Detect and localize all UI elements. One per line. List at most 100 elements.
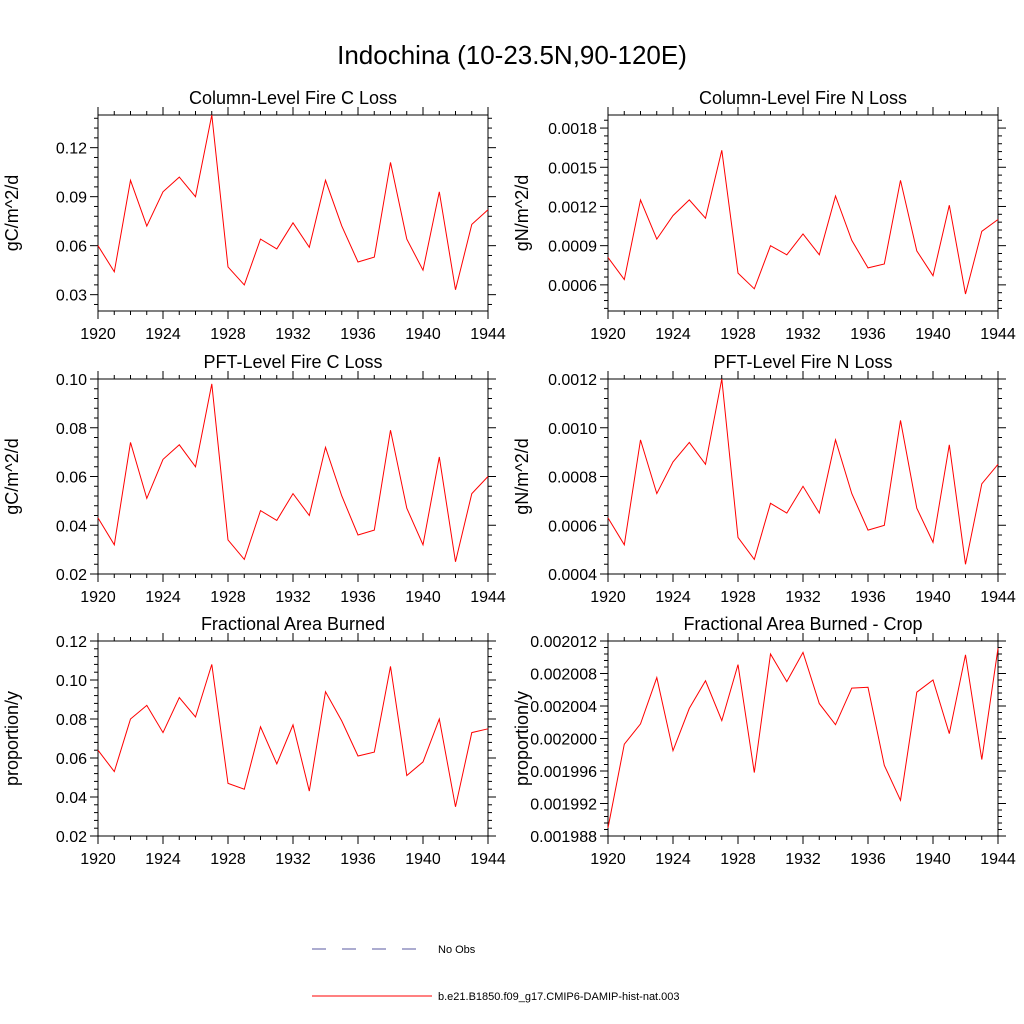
panel-area-burned: Fractional Area Burned proportion/y 1920… — [2, 614, 506, 868]
y-tick-label: 0.001988 — [530, 829, 597, 846]
x-tick-label: 1924 — [145, 851, 181, 868]
x-tick-label: 1920 — [590, 589, 626, 606]
plot-frame — [97, 640, 489, 837]
y-tick-label: 0.12 — [56, 634, 87, 651]
panel-title: Column-Level Fire C Loss — [189, 88, 397, 108]
x-tick-label: 1928 — [720, 326, 756, 343]
plot-frame — [607, 378, 999, 575]
y-tick-label: 0.0006 — [548, 278, 597, 295]
y-tick-label: 0.0008 — [548, 470, 597, 487]
x-tick-label: 1932 — [785, 589, 821, 606]
x-tick-label: 1936 — [340, 326, 376, 343]
y-tick-label: 0.001992 — [530, 797, 597, 814]
y-tick-label: 0.002000 — [530, 732, 597, 749]
panel-title: Column-Level Fire N Loss — [699, 88, 907, 108]
y-tick-label: 0.06 — [56, 239, 87, 256]
x-tick-label: 1936 — [850, 851, 886, 868]
panel-area-burned-crop: Fractional Area Burned - Crop proportion… — [512, 614, 1016, 868]
x-tick-label: 1944 — [980, 589, 1016, 606]
main-title: Indochina (10-23.5N,90-120E) — [337, 40, 687, 70]
y-tick-label: 0.002004 — [530, 699, 597, 716]
x-tick-label: 1940 — [915, 326, 951, 343]
x-tick-label: 1932 — [275, 851, 311, 868]
x-tick-label: 1920 — [80, 589, 116, 606]
x-tick-label: 1920 — [80, 326, 116, 343]
panel-pft-n: PFT-Level Fire N Loss gN/m^2/d 1920 1924 1… — [512, 352, 1016, 606]
y-tick-label: 0.10 — [56, 673, 87, 690]
y-tick-label: 0.0012 — [548, 372, 597, 389]
y-tick-label: 0.10 — [56, 372, 87, 389]
y-axis-label: gN/m^2/d — [512, 175, 532, 251]
series-line — [607, 378, 999, 565]
x-tick-label: 1920 — [80, 851, 116, 868]
x-tick-label: 1924 — [145, 589, 181, 606]
y-tick-label: 0.06 — [56, 470, 87, 487]
panel-column-c: Column-Level Fire C Loss gC/m^2/d 1920 19… — [2, 88, 506, 343]
x-tick-label: 1936 — [340, 589, 376, 606]
y-tick-label: 0.0006 — [548, 518, 597, 535]
x-tick-label: 1940 — [405, 589, 441, 606]
y-tick-label: 0.001996 — [530, 764, 597, 781]
y-tick-label: 0.04 — [56, 790, 87, 807]
panel-title: Fractional Area Burned — [201, 614, 385, 634]
x-tick-label: 1928 — [720, 851, 756, 868]
series-line — [97, 383, 489, 562]
x-tick-label: 1924 — [655, 589, 691, 606]
y-tick-label: 0.09 — [56, 190, 87, 207]
y-tick-label: 0.02 — [56, 829, 87, 846]
x-tick-label: 1940 — [405, 326, 441, 343]
legend-obs-label: No Obs — [438, 944, 476, 956]
y-axis-label: gC/m^2/d — [2, 175, 22, 251]
panel-title: Fractional Area Burned - Crop — [683, 614, 922, 634]
x-tick-label: 1920 — [590, 851, 626, 868]
x-tick-label: 1944 — [980, 326, 1016, 343]
y-tick-label: 0.06 — [56, 751, 87, 768]
x-tick-label: 1944 — [470, 326, 506, 343]
x-tick-label: 1924 — [145, 326, 181, 343]
y-axis-label: proportion/y — [2, 691, 22, 786]
plot-frame — [607, 114, 999, 312]
y-tick-label: 0.0004 — [548, 567, 597, 584]
x-tick-label: 1920 — [590, 326, 626, 343]
y-tick-label: 0.002012 — [530, 634, 597, 651]
x-tick-label: 1932 — [275, 589, 311, 606]
x-tick-label: 1928 — [720, 589, 756, 606]
x-tick-label: 1944 — [980, 851, 1016, 868]
x-tick-label: 1932 — [275, 326, 311, 343]
y-tick-label: 0.0012 — [548, 199, 597, 216]
y-axis-label: gC/m^2/d — [2, 438, 22, 514]
y-tick-label: 0.12 — [56, 141, 87, 158]
panel-column-n: Column-Level Fire N Loss gN/m^2/d 1920 19… — [512, 88, 1016, 343]
x-tick-label: 1928 — [210, 589, 246, 606]
y-tick-label: 0.08 — [56, 712, 87, 729]
y-tick-label: 0.04 — [56, 518, 87, 535]
x-tick-label: 1932 — [785, 851, 821, 868]
series-line — [97, 114, 489, 290]
y-tick-label: 0.0018 — [548, 121, 597, 138]
x-tick-label: 1944 — [470, 851, 506, 868]
series-line — [97, 664, 489, 807]
legend: No Obs b.e21.B1850.f09_g17.CMIP6-DAMIP-h… — [312, 944, 680, 1003]
legend-model-label: b.e21.B1850.f09_g17.CMIP6-DAMIP-hist-nat… — [438, 991, 680, 1003]
y-tick-label: 0.08 — [56, 421, 87, 438]
y-tick-label: 0.02 — [56, 567, 87, 584]
y-tick-label: 0.03 — [56, 288, 87, 305]
x-tick-label: 1944 — [470, 589, 506, 606]
x-tick-label: 1940 — [915, 589, 951, 606]
plot-frame — [607, 640, 999, 837]
x-tick-label: 1936 — [850, 589, 886, 606]
plot-frame — [97, 378, 489, 575]
x-tick-label: 1928 — [210, 851, 246, 868]
x-tick-label: 1940 — [915, 851, 951, 868]
x-tick-label: 1936 — [850, 326, 886, 343]
plot-frame — [97, 114, 489, 312]
y-tick-label: 0.002008 — [530, 667, 597, 684]
panel-title: PFT-Level Fire N Loss — [713, 352, 892, 372]
panel-pft-c: PFT-Level Fire C Loss gC/m^2/d 1920 1924 1… — [2, 352, 506, 606]
x-tick-label: 1940 — [405, 851, 441, 868]
series-line — [607, 150, 999, 295]
x-tick-label: 1924 — [655, 851, 691, 868]
x-tick-label: 1924 — [655, 326, 691, 343]
y-axis-label: gN/m^2/d — [512, 438, 532, 514]
